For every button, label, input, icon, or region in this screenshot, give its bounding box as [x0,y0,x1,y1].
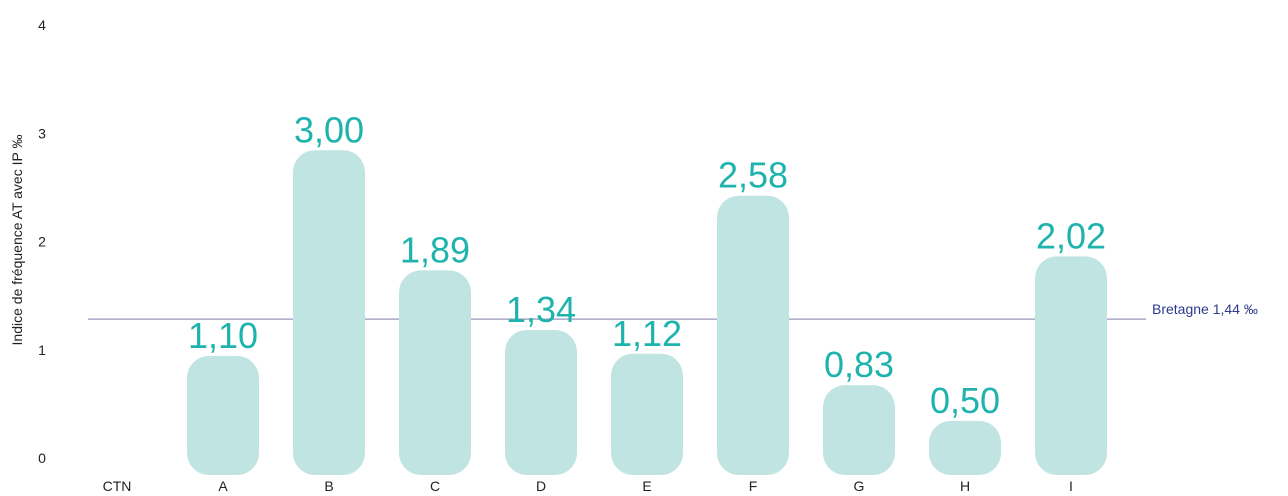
value-label: 1,34 [506,289,576,330]
x-tick-label: A [218,478,228,494]
bar [187,355,259,475]
y-tick-label: 4 [38,17,46,33]
value-label: 1,89 [400,229,470,270]
bar [293,150,365,475]
bar [1035,256,1107,475]
value-label: 1,10 [188,315,258,356]
bar [611,353,683,475]
x-tick-label: D [536,478,546,494]
bar [823,385,895,475]
x-tick-label: F [749,478,758,494]
y-tick-label: 2 [38,234,46,250]
value-label: 1,12 [612,313,682,354]
y-tick-label: 3 [38,125,46,141]
x-tick-label: CTN [103,478,132,494]
x-tick-label: H [960,478,970,494]
value-label: 2,02 [1036,215,1106,256]
y-tick-label: 0 [38,450,46,466]
bar [929,420,1001,475]
value-label: 2,58 [718,155,788,196]
x-tick-label: G [854,478,865,494]
value-label: 0,50 [930,380,1000,421]
y-axis-label: Indice de fréquence AT avec IP ‰ [9,135,25,346]
y-tick-label: 1 [38,342,46,358]
bar [505,329,577,475]
value-label: 3,00 [294,109,364,150]
value-label: 0,83 [824,344,894,385]
bar [717,195,789,475]
x-tick-label: B [324,478,333,494]
bar [399,270,471,475]
reference-label: Bretagne 1,44 ‰ [1152,301,1258,317]
x-tick-label: C [430,478,440,494]
x-tick-label: E [642,478,651,494]
x-tick-label: I [1069,478,1073,494]
